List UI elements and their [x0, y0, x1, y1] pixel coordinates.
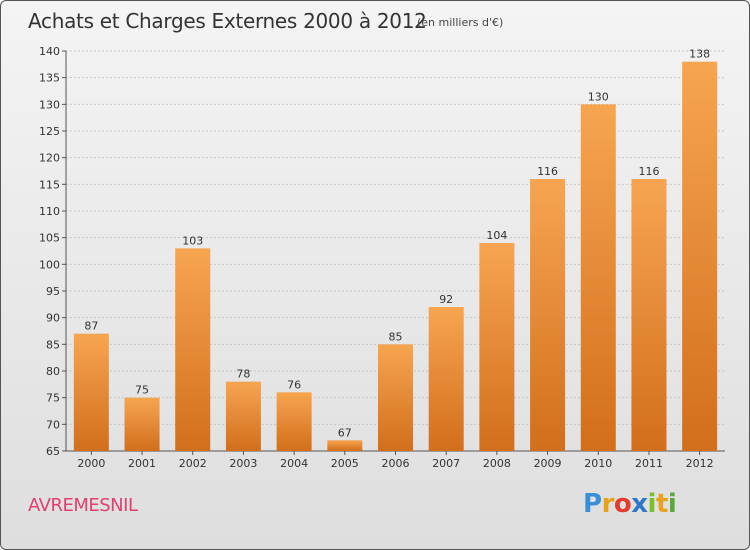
- bar-value-label: 78: [236, 368, 250, 381]
- x-tick-label: 2009: [534, 457, 562, 470]
- bar-value-label: 103: [182, 234, 203, 247]
- y-tick-label: 90: [46, 312, 60, 325]
- x-tick-label: 2007: [432, 457, 460, 470]
- bar-value-label: 85: [389, 330, 403, 343]
- y-tick-label: 125: [39, 125, 60, 138]
- bar: [682, 61, 718, 452]
- proxiti-logo: Proxiti: [583, 489, 677, 519]
- x-tick-label: 2000: [77, 457, 105, 470]
- bar-value-label: 87: [84, 320, 98, 333]
- logo-letter: o: [613, 489, 632, 519]
- bar-value-label: 116: [638, 165, 659, 178]
- bar: [378, 344, 413, 451]
- x-tick-label: 2006: [382, 457, 410, 470]
- bar-value-label: 67: [338, 426, 352, 439]
- chart-subtitle: (en milliers d'€): [417, 16, 504, 29]
- bar-value-label: 116: [537, 165, 558, 178]
- x-tick-label: 2008: [483, 457, 511, 470]
- bar-value-label: 92: [439, 293, 453, 306]
- y-tick-label: 65: [46, 445, 60, 458]
- y-tick-label: 85: [46, 338, 60, 351]
- y-tick-label: 140: [39, 45, 60, 58]
- y-tick-label: 130: [39, 98, 60, 111]
- x-tick-label: 2010: [584, 457, 612, 470]
- x-tick-label: 2005: [331, 457, 359, 470]
- bar: [428, 307, 464, 451]
- bar: [580, 104, 616, 451]
- bar: [530, 179, 566, 451]
- x-tick-label: 2004: [280, 457, 308, 470]
- bar: [479, 243, 515, 451]
- logo-letter: x: [631, 489, 648, 519]
- y-tick-label: 120: [39, 152, 60, 165]
- y-tick-label: 110: [39, 205, 60, 218]
- bar: [73, 333, 109, 451]
- logo-letter: r: [601, 489, 615, 519]
- y-tick-label: 75: [46, 392, 60, 405]
- y-tick-label: 135: [39, 72, 60, 85]
- chart-title: Achats et Charges Externes 2000 à 2012: [28, 9, 427, 33]
- bar-value-label: 75: [135, 384, 149, 397]
- y-tick-label: 70: [46, 418, 60, 431]
- bar: [124, 397, 160, 451]
- logo-letter: i: [647, 489, 657, 519]
- y-tick-label: 100: [39, 258, 60, 271]
- x-tick-label: 2003: [229, 457, 257, 470]
- x-tick-label: 2011: [635, 457, 663, 470]
- y-tick-label: 80: [46, 365, 60, 378]
- bars: [73, 61, 718, 452]
- x-tick-label: 2001: [128, 457, 156, 470]
- commune-name: AVREMESNIL: [28, 495, 138, 516]
- logo-letter: t: [655, 489, 668, 519]
- bar: [276, 392, 312, 451]
- bar: [225, 381, 261, 451]
- labels: 65 70 75 80 85 90 95 100 105 110 115 120 125 130 135 14…: [39, 45, 714, 470]
- y-tick-label: 105: [39, 232, 60, 245]
- bar-value-label: 130: [588, 90, 609, 103]
- x-tick-label: 2002: [179, 457, 207, 470]
- bar: [631, 179, 667, 451]
- bar-value-label: 76: [287, 378, 301, 391]
- y-tick-label: 115: [39, 178, 60, 191]
- bar-value-label: 104: [486, 229, 507, 242]
- bar: [175, 248, 211, 451]
- bar: [327, 440, 363, 451]
- logo-letter: i: [667, 489, 677, 519]
- x-tick-label: 2012: [686, 457, 714, 470]
- bar-value-label: 138: [689, 48, 710, 61]
- y-tick-label: 95: [46, 285, 60, 298]
- logo-letter: P: [583, 489, 602, 519]
